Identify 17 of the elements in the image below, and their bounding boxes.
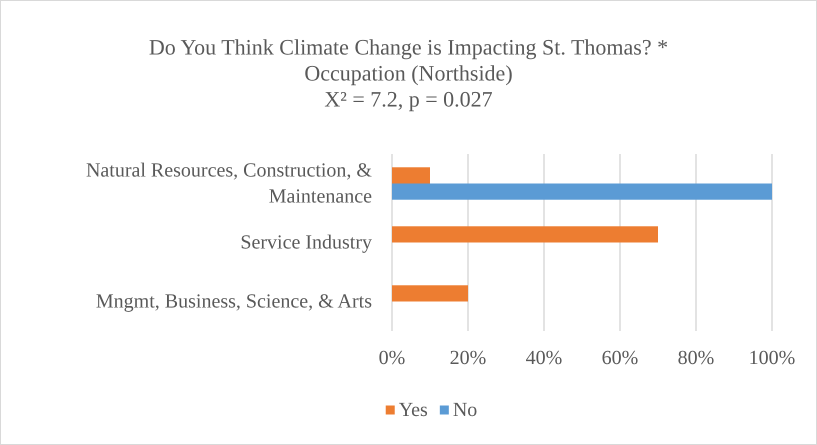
- bar: [392, 285, 468, 302]
- x-tick-label: 0%: [378, 347, 406, 369]
- chart-subtitle: X² = 7.2, p = 0.027: [324, 86, 493, 112]
- bar: [392, 226, 658, 242]
- bar: [392, 184, 772, 200]
- x-tick-label: 60%: [602, 347, 638, 369]
- y-tick-label: Mngmt, Business, Science, & Arts: [96, 290, 372, 312]
- legend-label: Yes: [398, 399, 428, 421]
- x-tick-label: 40%: [526, 347, 562, 369]
- x-tick-label: 20%: [450, 347, 486, 369]
- chart-title: Do You Think Climate Change is Impacting St. Thomas? * Occupation (Northside): [148, 34, 668, 86]
- legend-label: No: [452, 399, 478, 421]
- bar: [392, 167, 430, 184]
- x-tick-label: 100%: [748, 347, 796, 369]
- y-tick-label: Service Industry: [240, 232, 372, 254]
- x-tick-label: 80%: [678, 347, 714, 369]
- y-tick-label: Natural Resources, Construction, & Maintenance: [86, 160, 372, 208]
